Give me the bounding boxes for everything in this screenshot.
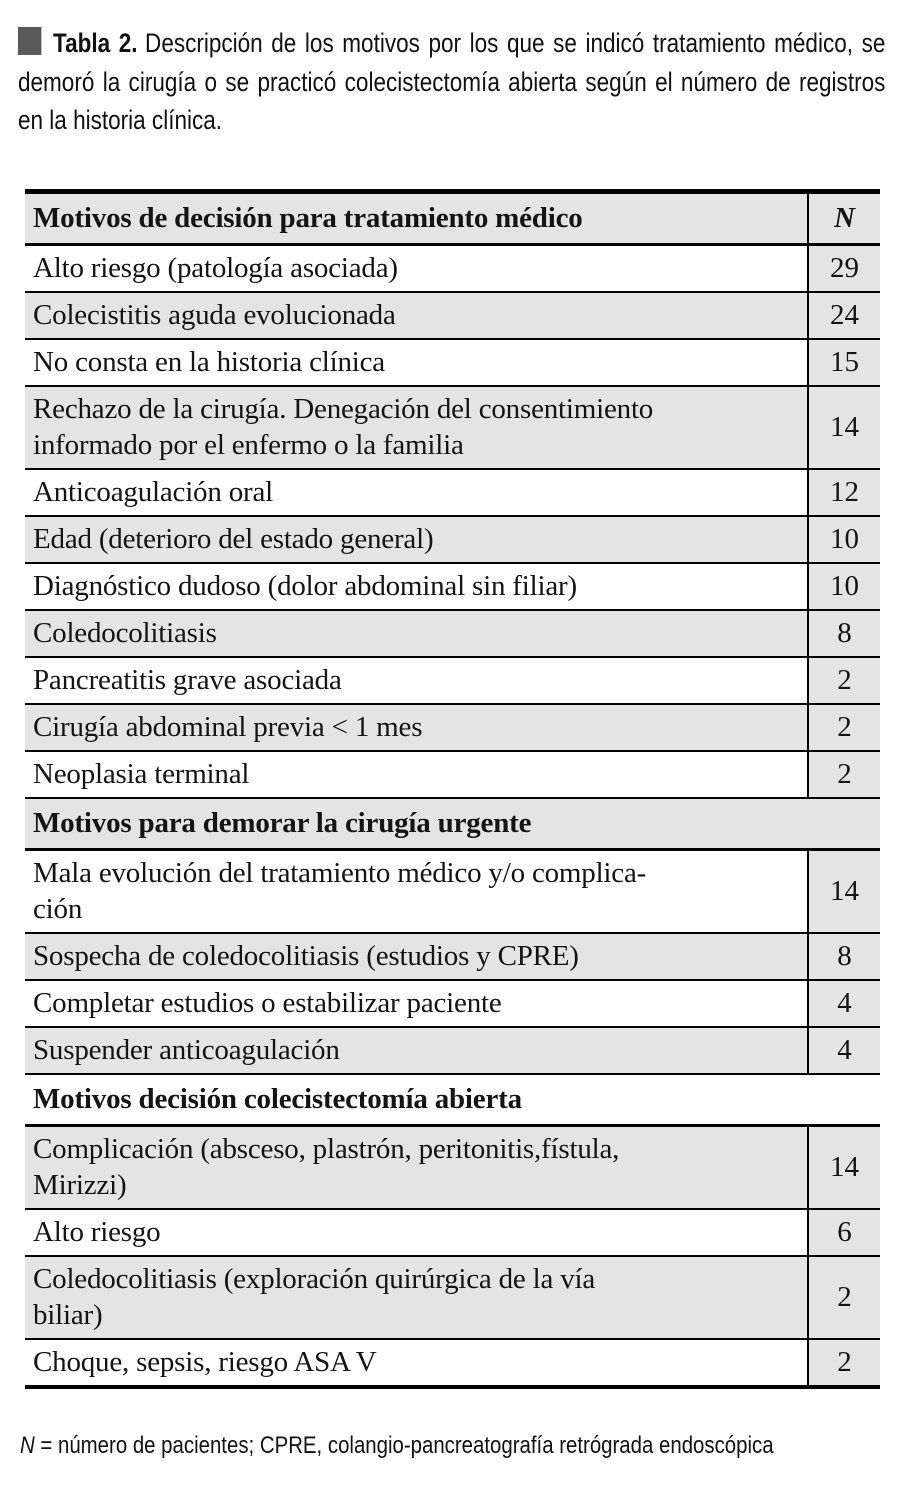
table-row: Edad (deterioro del estado general) 10 bbox=[25, 517, 880, 564]
table-row: Anticoagulación oral 12 bbox=[25, 470, 880, 517]
row-label-line: informado por el enfermo o la familia bbox=[33, 429, 464, 461]
section-title: Motivos para demorar la cirugía urgente bbox=[33, 807, 532, 839]
footnote-text: = número de pacientes; CPRE, colangio-pa… bbox=[34, 1432, 774, 1459]
table-row: Cirugía abdominal previa < 1 mes 2 bbox=[25, 705, 880, 752]
row-label-line: Mirizzi) bbox=[33, 1169, 127, 1201]
section-title: Motivos de decisión para tratamiento méd… bbox=[33, 202, 583, 234]
row-n-value: 14 bbox=[807, 387, 880, 468]
row-n-value: 2 bbox=[807, 705, 880, 750]
row-n-value: 14 bbox=[807, 851, 880, 932]
table-row: Colecistitis aguda evolucionada 24 bbox=[25, 293, 880, 340]
table-row: No consta en la historia clínica 15 bbox=[25, 340, 880, 387]
row-label: Coledocolitiasis bbox=[33, 617, 217, 649]
row-label: Cirugía abdominal previa < 1 mes bbox=[33, 711, 423, 743]
row-n-value: 2 bbox=[807, 1257, 880, 1338]
row-label: Alto riesgo bbox=[33, 1216, 161, 1248]
row-label: Sospecha de coledocolitiasis (estudios y… bbox=[33, 940, 579, 972]
row-label: Choque, sepsis, riesgo ASA V bbox=[33, 1346, 377, 1378]
table-row: Suspender anticoagulación 4 bbox=[25, 1028, 880, 1075]
table-row: Alto riesgo 6 bbox=[25, 1210, 880, 1257]
row-label: Colecistitis aguda evolucionada bbox=[33, 299, 396, 331]
table-row: Complicación (absceso, plastrón, periton… bbox=[25, 1127, 880, 1210]
row-n-value: 10 bbox=[807, 517, 880, 562]
row-label: Alto riesgo (patología asociada) bbox=[33, 252, 398, 284]
row-label: Neoplasia terminal bbox=[33, 758, 250, 790]
row-n-value: 8 bbox=[807, 611, 880, 656]
table-row: Diagnóstico dudoso (dolor abdominal sin … bbox=[25, 564, 880, 611]
row-label: Mala evolución del tratamiento médico y/… bbox=[25, 851, 807, 932]
page: Tabla 2. Descripción de los motivos por l… bbox=[0, 24, 913, 1461]
row-n-value: 4 bbox=[807, 1028, 880, 1073]
table-row: Alto riesgo (patología asociada) 29 bbox=[25, 246, 880, 293]
row-label: Edad (deterioro del estado general) bbox=[33, 523, 434, 555]
row-label: Complicación (absceso, plastrón, periton… bbox=[25, 1127, 807, 1208]
row-label-line: ción bbox=[33, 893, 83, 925]
table-row: Mala evolución del tratamiento médico y/… bbox=[25, 851, 880, 934]
row-n-value: 4 bbox=[807, 981, 880, 1026]
row-label-line: Rechazo de la cirugía. Denegación del co… bbox=[33, 393, 654, 425]
row-label-line: Complicación (absceso, plastrón, periton… bbox=[33, 1133, 620, 1165]
table-row: Sospecha de coledocolitiasis (estudios y… bbox=[25, 934, 880, 981]
row-label-line: Coledocolitiasis (exploración quirúrgica… bbox=[33, 1263, 596, 1295]
row-n-value: 6 bbox=[807, 1210, 880, 1255]
row-n-value: 12 bbox=[807, 470, 880, 515]
n-column-header: N bbox=[807, 194, 880, 243]
section-title: Motivos decisión colecistectomía abierta bbox=[33, 1083, 522, 1115]
footnote-symbol: N bbox=[20, 1432, 35, 1459]
row-n-value: 8 bbox=[807, 934, 880, 979]
row-n-value: 24 bbox=[807, 293, 880, 338]
row-n-value: 2 bbox=[807, 1340, 880, 1385]
table-footnote: N = número de pacientes; CPRE, colangio-… bbox=[20, 1431, 913, 1461]
motivos-table: Motivos de decisión para tratamiento méd… bbox=[25, 189, 880, 1389]
row-n-value: 2 bbox=[807, 658, 880, 703]
table-row: Pancreatitis grave asociada 2 bbox=[25, 658, 880, 705]
caption-square-icon bbox=[18, 27, 42, 55]
table-footnote-text-block: N = número de pacientes; CPRE, colangio-… bbox=[20, 1431, 870, 1461]
row-label: No consta en la historia clínica bbox=[33, 346, 385, 378]
row-label: Anticoagulación oral bbox=[33, 476, 273, 508]
row-label-line: Mala evolución del tratamiento médico y/… bbox=[33, 857, 647, 889]
row-n-value: 15 bbox=[807, 340, 880, 385]
row-label-line: biliar) bbox=[33, 1299, 103, 1331]
row-n-value: 14 bbox=[807, 1127, 880, 1208]
table-row: Choque, sepsis, riesgo ASA V 2 bbox=[25, 1340, 880, 1385]
row-n-value: 29 bbox=[807, 246, 880, 291]
caption-label: Tabla 2. bbox=[53, 28, 138, 58]
row-n-value: 10 bbox=[807, 564, 880, 609]
section-header-row: Motivos decisión colecistectomía abierta bbox=[25, 1075, 880, 1127]
table-row: Completar estudios o estabilizar pacient… bbox=[25, 981, 880, 1028]
row-label: Coledocolitiasis (exploración quirúrgica… bbox=[25, 1257, 807, 1338]
table-caption-text-block: Tabla 2. Descripción de los motivos por l… bbox=[18, 24, 885, 140]
row-label: Diagnóstico dudoso (dolor abdominal sin … bbox=[33, 570, 577, 602]
table-row: Coledocolitiasis (exploración quirúrgica… bbox=[25, 1257, 880, 1340]
table-row: Rechazo de la cirugía. Denegación del co… bbox=[25, 387, 880, 470]
caption-text: Descripción de los motivos por los que s… bbox=[18, 28, 886, 135]
table-header-row: Motivos de decisión para tratamiento méd… bbox=[25, 194, 880, 246]
row-label: Pancreatitis grave asociada bbox=[33, 664, 342, 696]
row-n-value: 2 bbox=[807, 752, 880, 797]
table-row: Coledocolitiasis 8 bbox=[25, 611, 880, 658]
row-label: Suspender anticoagulación bbox=[33, 1034, 340, 1066]
table-row: Neoplasia terminal 2 bbox=[25, 752, 880, 799]
table-caption: Tabla 2. Descripción de los motivos por l… bbox=[18, 24, 913, 142]
section-header-row: Motivos para demorar la cirugía urgente bbox=[25, 799, 880, 851]
row-label: Rechazo de la cirugía. Denegación del co… bbox=[25, 387, 807, 468]
row-label: Completar estudios o estabilizar pacient… bbox=[33, 987, 502, 1019]
